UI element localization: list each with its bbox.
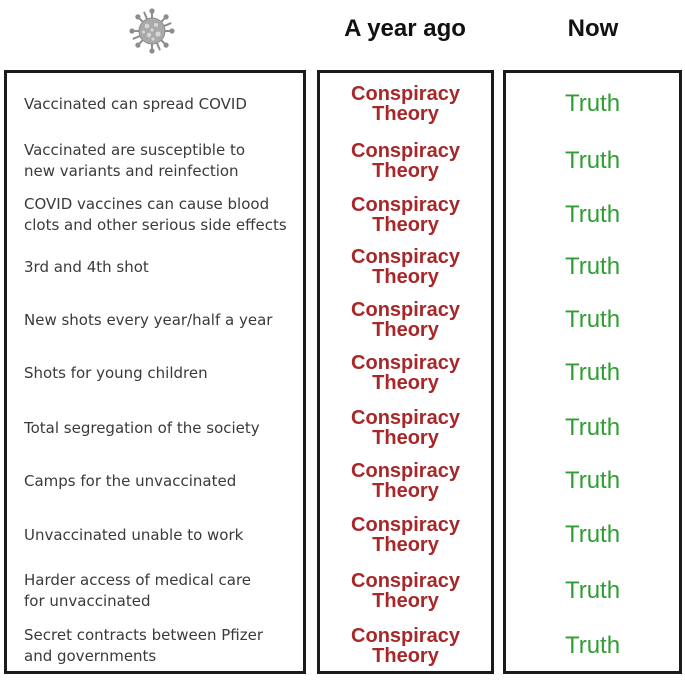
conspiracy-theory-line: Conspiracy bbox=[351, 246, 460, 268]
conspiracy-theory-line: Conspiracy bbox=[351, 140, 460, 162]
truth-label: Truth bbox=[564, 577, 621, 604]
claim-line: for unvaccinated bbox=[24, 592, 151, 610]
claim-text: Shots for young children bbox=[24, 347, 300, 399]
claim-line: Vaccinated can spread COVID bbox=[24, 94, 247, 113]
truth-label: Truth bbox=[564, 632, 621, 659]
conspiracy-theory-line: Conspiracy bbox=[351, 570, 460, 592]
claim-line: Shots for young children bbox=[24, 363, 208, 382]
conspiracy-theory-line: Theory bbox=[372, 214, 439, 236]
conspiracy-theory-label: Conspiracy Theory bbox=[317, 455, 494, 507]
column-header-now: Now bbox=[567, 15, 619, 42]
claim-line: Harder access of medical care bbox=[24, 571, 252, 589]
claim-line: Unvaccinated unable to work bbox=[24, 525, 244, 544]
claim-line: and governments bbox=[24, 647, 157, 665]
claim-text: 3rd and 4th shot bbox=[24, 241, 300, 293]
claim-text: Harder access of medical care for unvacci… bbox=[24, 565, 300, 617]
claim-line: Camps for the unvaccinated bbox=[24, 471, 237, 490]
truth-label: Truth bbox=[564, 201, 621, 228]
conspiracy-theory-label: Conspiracy Theory bbox=[317, 402, 494, 454]
claim-text: Total segregation of the society bbox=[24, 402, 300, 454]
claim-text: COVID vaccines can cause blood clots and … bbox=[24, 189, 300, 241]
claim-text: Secret contracts between Pfizer and gover… bbox=[24, 620, 300, 672]
claim-line: Total segregation of the society bbox=[24, 418, 260, 437]
conspiracy-theory-line: Theory bbox=[372, 480, 439, 502]
truth-label: Truth bbox=[564, 306, 621, 333]
truth-label: Truth bbox=[564, 414, 621, 441]
conspiracy-theory-line: Conspiracy bbox=[351, 352, 460, 374]
conspiracy-theory-label: Conspiracy Theory bbox=[317, 509, 494, 561]
conspiracy-theory-line: Conspiracy bbox=[351, 299, 460, 321]
conspiracy-theory-line: Theory bbox=[372, 266, 439, 288]
conspiracy-theory-line: Conspiracy bbox=[351, 625, 460, 647]
claim-line: new variants and reinfection bbox=[24, 162, 239, 180]
truth-label: Truth bbox=[564, 253, 621, 280]
conspiracy-theory-line: Theory bbox=[372, 534, 439, 556]
claim-text: New shots every year/half a year bbox=[24, 294, 300, 346]
claim-line: New shots every year/half a year bbox=[24, 310, 273, 329]
conspiracy-theory-line: Conspiracy bbox=[351, 83, 460, 105]
header: A year ago Now bbox=[0, 0, 685, 66]
claim-line: clots and other serious side effects bbox=[24, 216, 287, 234]
year-ago-box bbox=[317, 70, 494, 674]
conspiracy-theory-label: Conspiracy Theory bbox=[317, 189, 494, 241]
conspiracy-theory-label: Conspiracy Theory bbox=[317, 135, 494, 187]
truth-label: Truth bbox=[564, 359, 621, 386]
column-header-year-ago: A year ago bbox=[344, 15, 466, 42]
conspiracy-theory-line: Theory bbox=[372, 427, 439, 449]
conspiracy-theory-line: Theory bbox=[372, 319, 439, 341]
claim-text: Unvaccinated unable to work bbox=[24, 509, 300, 561]
claim-text: Camps for the unvaccinated bbox=[24, 455, 300, 507]
conspiracy-theory-line: Theory bbox=[372, 372, 439, 394]
conspiracy-theory-line: Conspiracy bbox=[351, 460, 460, 482]
conspiracy-theory-line: Theory bbox=[372, 590, 439, 612]
conspiracy-theory-line: Theory bbox=[372, 160, 439, 182]
conspiracy-theory-line: Theory bbox=[372, 645, 439, 667]
conspiracy-theory-line: Conspiracy bbox=[351, 514, 460, 536]
conspiracy-theory-label: Conspiracy Theory bbox=[317, 78, 494, 130]
claims-box bbox=[4, 70, 306, 674]
virus-icon bbox=[129, 8, 175, 54]
truth-label: Truth bbox=[564, 521, 621, 548]
conspiracy-theory-line: Theory bbox=[372, 103, 439, 125]
conspiracy-theory-line: Conspiracy bbox=[351, 407, 460, 429]
conspiracy-theory-label: Conspiracy Theory bbox=[317, 620, 494, 672]
claim-line: Vaccinated are susceptible to bbox=[24, 141, 246, 159]
claim-line: Secret contracts between Pfizer bbox=[24, 626, 263, 644]
truth-label: Truth bbox=[564, 90, 621, 117]
now-box bbox=[503, 70, 682, 674]
conspiracy-theory-line: Conspiracy bbox=[351, 194, 460, 216]
claim-text: Vaccinated can spread COVID bbox=[24, 78, 300, 130]
conspiracy-theory-label: Conspiracy Theory bbox=[317, 241, 494, 293]
claim-line: COVID vaccines can cause blood bbox=[24, 195, 270, 213]
claim-text: Vaccinated are susceptible to new variant… bbox=[24, 135, 300, 187]
conspiracy-theory-label: Conspiracy Theory bbox=[317, 294, 494, 346]
conspiracy-theory-label: Conspiracy Theory bbox=[317, 347, 494, 399]
claim-line: 3rd and 4th shot bbox=[24, 257, 149, 276]
truth-label: Truth bbox=[564, 147, 621, 174]
conspiracy-theory-label: Conspiracy Theory bbox=[317, 565, 494, 617]
truth-label: Truth bbox=[564, 467, 621, 494]
